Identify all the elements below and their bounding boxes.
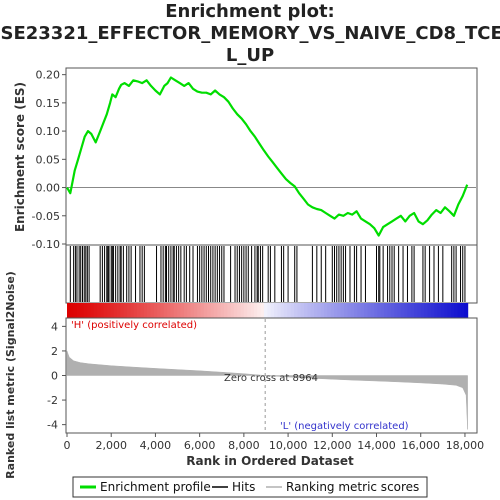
es-y-tick-label: 0.15: [36, 97, 61, 110]
x-tick-label: 10,000: [269, 439, 308, 452]
title-line-3: L_UP: [226, 45, 274, 66]
legend-enrichment-label: Enrichment profile: [100, 480, 211, 494]
legend-metric-label: Ranking metric scores: [286, 480, 419, 494]
metric-y-axis-label: Ranked list metric (Signal2Noise): [4, 271, 17, 479]
es-y-tick-label: 0.05: [36, 153, 61, 166]
rank-colorbar: [67, 303, 468, 318]
es-panel: [66, 68, 477, 245]
es-y-tick-label: 0.20: [36, 69, 61, 82]
x-tick-label: 0: [64, 439, 71, 452]
x-tick-label: 12,000: [313, 439, 352, 452]
metric-y-tick-label: -4: [47, 419, 58, 432]
title-line-2: GSE23321_EFFECTOR_MEMORY_VS_NAIVE_CD8_TC…: [0, 23, 500, 44]
x-tick-label: 2,000: [95, 439, 127, 452]
es-y-tick-label: 0.00: [36, 182, 61, 195]
colorbar-segment: [464, 303, 468, 318]
es-y-tick-label: -0.05: [32, 210, 60, 223]
metric-y-tick-label: 4: [51, 320, 58, 333]
x-tick-label: 6,000: [184, 439, 216, 452]
es-y-tick-label: -0.10: [32, 238, 60, 251]
es-y-tick-label: 0.10: [36, 125, 61, 138]
positive-correlation-label: 'H' (positively correlated): [71, 320, 197, 331]
x-tick-label: 18,000: [446, 439, 485, 452]
x-tick-label: 16,000: [401, 439, 440, 452]
metric-y-tick-label: 0: [51, 370, 58, 383]
legend-hits-label: Hits: [232, 480, 255, 494]
es-y-axis-label: Enrichment score (ES): [13, 82, 27, 232]
x-tick-label: 14,000: [357, 439, 396, 452]
hits-panel: [66, 245, 477, 303]
x-tick-label: 8,000: [228, 439, 260, 452]
x-axis-label: Rank in Ordered Dataset: [186, 454, 354, 468]
negative-correlation-label: 'L' (negatively correlated): [280, 421, 409, 432]
title-line-1: Enrichment plot:: [165, 1, 335, 22]
x-tick-label: 4,000: [140, 439, 172, 452]
metric-y-tick-label: 2: [51, 345, 58, 358]
zero-cross-label: Zero cross at 8964: [224, 373, 318, 384]
metric-y-tick-label: -2: [47, 394, 58, 407]
